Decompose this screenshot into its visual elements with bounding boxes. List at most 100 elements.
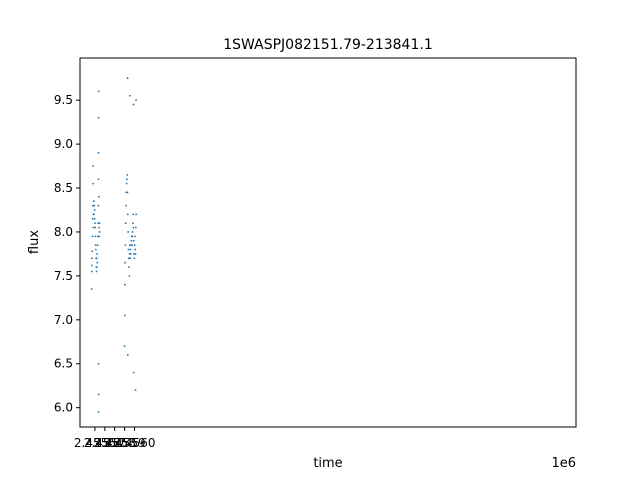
data-point (95, 270, 98, 273)
data-point (97, 393, 100, 396)
y-axis-label: flux (27, 230, 42, 254)
y-tick-label: 9.0 (54, 137, 73, 151)
data-point (132, 103, 135, 106)
data-point (127, 257, 130, 260)
y-axis: 6.0 6.5 7.0 7.5 8.0 8.5 9.0 9.5 (54, 93, 80, 415)
data-point (127, 231, 130, 233)
data-point (132, 239, 135, 242)
data-point (92, 200, 95, 203)
data-point (133, 253, 135, 255)
data-point (93, 213, 95, 216)
data-point (124, 261, 127, 264)
x-tick-label: 2.4558 (94, 436, 136, 450)
data-point (94, 244, 97, 247)
data-point (132, 213, 135, 216)
data-point (93, 217, 96, 220)
data-point (132, 371, 135, 374)
data-point (97, 90, 100, 93)
x-tick-label: 2.4556 (74, 436, 116, 450)
data-point (94, 226, 97, 229)
data-point (135, 213, 138, 216)
data-point (125, 182, 128, 185)
data-point (126, 173, 129, 176)
data-point (129, 248, 132, 251)
data-points-layer (90, 77, 138, 413)
data-point (96, 253, 98, 255)
y-tick-label: 8.5 (54, 181, 73, 195)
data-point (128, 274, 131, 277)
x-tick-label: 2.4557 (84, 436, 126, 450)
data-point (98, 226, 100, 229)
data-point (97, 411, 100, 413)
data-point (98, 235, 101, 238)
data-point (97, 178, 100, 181)
data-point (126, 178, 128, 181)
data-point (129, 253, 132, 255)
data-point (92, 226, 95, 229)
data-point (126, 191, 129, 194)
data-point (92, 165, 95, 167)
data-point (133, 257, 136, 260)
y-tick-label: 6.0 (54, 401, 73, 415)
data-point (131, 244, 133, 247)
y-tick-label: 7.5 (54, 269, 73, 283)
data-point (98, 222, 101, 225)
data-point (132, 226, 135, 229)
data-point (123, 345, 126, 348)
data-point (91, 264, 93, 267)
data-point (90, 270, 93, 273)
data-point (126, 354, 129, 356)
data-point (131, 222, 134, 225)
data-point (95, 266, 98, 268)
data-point (97, 222, 100, 225)
data-point (96, 244, 99, 247)
data-point (131, 235, 134, 238)
data-point (98, 231, 101, 233)
data-point (94, 248, 97, 251)
data-point (134, 248, 137, 251)
y-tick-label: 9.5 (54, 93, 73, 107)
data-point (131, 231, 134, 233)
data-point (94, 222, 96, 225)
data-point (94, 235, 97, 238)
data-point (129, 257, 132, 260)
data-point (134, 389, 137, 391)
data-point (133, 244, 136, 247)
data-point (126, 77, 129, 80)
data-point (135, 99, 137, 102)
x-axis-offset-label: 1e6 (551, 456, 576, 471)
data-point (128, 266, 130, 268)
data-point (97, 204, 100, 207)
data-point (125, 204, 127, 207)
data-point (124, 244, 127, 247)
data-point (124, 283, 126, 286)
data-point (129, 94, 131, 97)
y-tick-label: 6.5 (54, 357, 73, 371)
data-point (96, 261, 99, 264)
data-point (91, 250, 93, 253)
data-point (93, 204, 96, 207)
data-point (134, 253, 137, 255)
data-point (91, 257, 93, 260)
data-point (91, 217, 94, 220)
data-point (124, 222, 127, 225)
data-point (95, 257, 98, 260)
y-tick-label: 7.0 (54, 313, 73, 327)
data-point (97, 362, 100, 365)
data-point (91, 235, 94, 238)
data-point (93, 209, 96, 211)
data-point (92, 182, 94, 185)
x-tick-label: 2.4560 (114, 436, 156, 450)
data-point (92, 204, 94, 207)
y-tick-label: 8.0 (54, 225, 73, 239)
data-point (97, 116, 100, 119)
data-point (126, 213, 129, 216)
data-point (123, 314, 126, 317)
data-point (97, 195, 100, 198)
x-tick-label: 2.4559 (104, 436, 146, 450)
plot-frame (79, 57, 577, 428)
data-point (97, 235, 99, 238)
